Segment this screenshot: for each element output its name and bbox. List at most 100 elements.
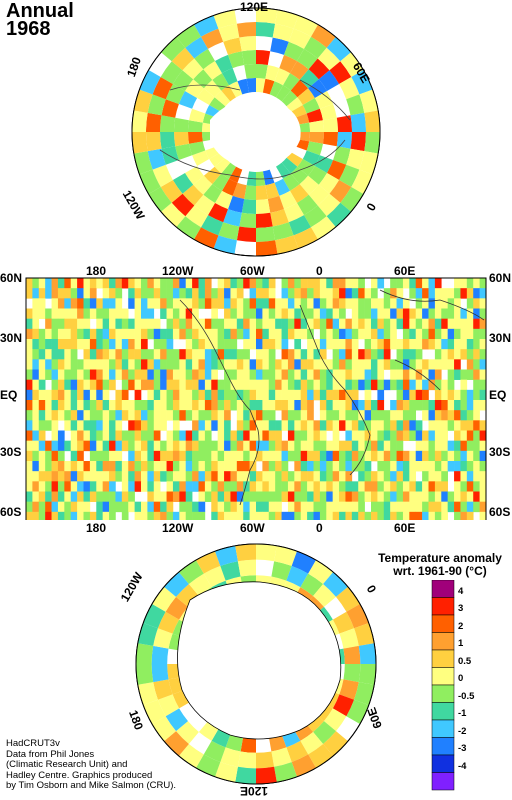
grid-cell	[364, 511, 372, 520]
grid-cell	[230, 318, 238, 330]
legend-bin	[431, 702, 455, 721]
grid-cell	[275, 491, 282, 502]
np-cell	[272, 23, 294, 42]
grid-cell	[364, 440, 372, 452]
grid-cell	[460, 461, 468, 472]
grid-cell	[345, 440, 353, 452]
grid-cell	[473, 501, 480, 513]
np-cell	[239, 36, 256, 52]
grid-cell	[45, 318, 52, 330]
grid-cell	[83, 369, 91, 380]
grid-cell	[166, 288, 174, 299]
grid-cell	[89, 349, 97, 360]
grid-cell	[70, 440, 78, 452]
grid-cell	[198, 410, 206, 421]
grid-cell	[434, 461, 442, 472]
sp-cell	[271, 561, 292, 581]
grid-cell	[313, 359, 321, 370]
sp-cell	[343, 645, 361, 664]
grid-cell	[51, 328, 59, 340]
grid-cell	[371, 410, 378, 421]
grid-cell	[230, 308, 238, 319]
grid-cell	[192, 501, 199, 513]
grid-cell	[26, 308, 33, 319]
grid-cell	[313, 420, 321, 431]
grid-cell	[326, 511, 333, 520]
grid-cell	[256, 389, 263, 401]
grid-cell	[409, 308, 417, 319]
grid-cell	[262, 288, 270, 299]
grid-cell	[300, 511, 308, 520]
grid-cell	[287, 298, 295, 309]
grid-cell	[454, 461, 461, 472]
grid-cell	[236, 511, 244, 520]
grid-cell	[57, 359, 65, 370]
grid-cell	[115, 491, 123, 502]
grid-cell	[57, 379, 65, 391]
grid-cell	[402, 369, 410, 380]
grid-cell	[460, 400, 468, 411]
np-cell	[171, 193, 195, 217]
grid-cell	[115, 349, 123, 360]
grid-cell	[147, 369, 155, 380]
grid-cell	[422, 339, 429, 350]
grid-cell	[166, 501, 174, 513]
grid-cell	[45, 440, 52, 452]
grid-cell	[128, 318, 135, 330]
grid-cell	[396, 400, 404, 411]
grid-cell	[96, 410, 103, 421]
grid-cell	[64, 308, 72, 319]
grid-cell	[300, 379, 308, 391]
grid-cell	[102, 328, 110, 340]
grid-cell	[447, 501, 455, 513]
grid-cell	[83, 278, 91, 289]
np-data-gap	[210, 99, 301, 168]
sp-cell	[215, 545, 238, 566]
legend-tick-label: 0	[458, 673, 464, 684]
sp-cell	[143, 699, 166, 724]
grid-cell	[115, 450, 123, 462]
grid-cell	[447, 491, 455, 502]
grid-cell	[402, 298, 410, 309]
grid-cell	[141, 471, 148, 482]
grid-cell	[294, 328, 302, 340]
grid-cell	[396, 491, 404, 502]
grid-cell	[371, 481, 378, 492]
grid-cell	[185, 491, 193, 502]
sp-cell	[203, 740, 226, 763]
grid-cell	[109, 491, 116, 502]
grid-cell	[236, 450, 244, 462]
grid-cell	[256, 288, 263, 299]
np-cell	[308, 166, 327, 185]
grid-cell	[243, 461, 250, 472]
grid-cell	[339, 400, 346, 411]
grid-cell	[236, 288, 244, 299]
grid-cell	[134, 389, 142, 401]
grid-cell	[121, 471, 129, 482]
grid-cell	[326, 359, 333, 370]
grid-cell	[262, 308, 270, 319]
grid-cell	[230, 471, 238, 482]
credits-line: Data from Phil Jones	[6, 748, 95, 760]
grid-cell	[383, 349, 391, 360]
grid-cell	[57, 318, 65, 330]
grid-cell	[454, 389, 461, 401]
grid-cell	[198, 501, 206, 513]
grid-cell	[32, 400, 40, 411]
grid-cell	[454, 400, 461, 411]
grid-cell	[230, 461, 238, 472]
grid-cell	[422, 328, 429, 340]
grid-cell	[185, 339, 193, 350]
grid-cell	[473, 461, 480, 472]
grid-cell	[326, 461, 333, 472]
grid-cell	[281, 349, 289, 360]
grid-cell	[422, 359, 429, 370]
grid-cell	[51, 339, 59, 350]
grid-cell	[473, 440, 480, 452]
grid-cell	[192, 389, 199, 401]
grid-cell	[38, 501, 46, 513]
np-cell	[161, 37, 186, 62]
lon-label-bottom: 180	[86, 521, 107, 535]
lat-label-right: 30S	[489, 445, 511, 459]
grid-cell	[364, 298, 372, 309]
